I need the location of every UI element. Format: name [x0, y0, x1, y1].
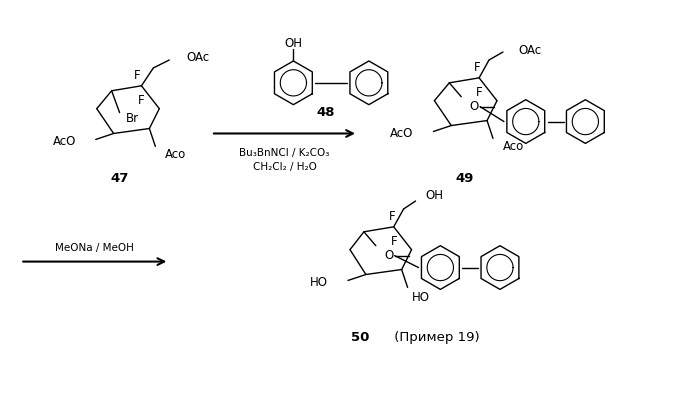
Text: (Пример 19): (Пример 19)	[390, 330, 480, 343]
Text: OH: OH	[426, 189, 443, 202]
Text: F: F	[390, 235, 397, 248]
Text: CH₂Cl₂ / H₂O: CH₂Cl₂ / H₂O	[252, 162, 317, 172]
Text: HO: HO	[310, 276, 328, 289]
Text: F: F	[138, 94, 145, 107]
Text: O: O	[470, 100, 479, 113]
Text: F: F	[134, 69, 140, 82]
Text: MeONa / MeOH: MeONa / MeOH	[55, 243, 134, 252]
Text: 50: 50	[352, 330, 370, 343]
Text: 48: 48	[317, 106, 336, 119]
Text: OAc: OAc	[186, 51, 209, 65]
Text: AcO: AcO	[52, 135, 76, 148]
Text: OH: OH	[284, 37, 303, 50]
Text: Br: Br	[126, 112, 138, 125]
Text: F: F	[476, 86, 482, 99]
Text: HO: HO	[412, 291, 430, 304]
Text: Bu₃BnNCl / K₂CO₃: Bu₃BnNCl / K₂CO₃	[239, 148, 330, 158]
Text: OAc: OAc	[519, 44, 542, 57]
Text: F: F	[389, 210, 395, 223]
Text: AcO: AcO	[390, 127, 414, 140]
Text: 49: 49	[455, 172, 473, 185]
Text: Aco: Aco	[165, 148, 187, 161]
Text: F: F	[474, 61, 480, 74]
Text: 47: 47	[110, 172, 129, 185]
Text: Aco: Aco	[503, 140, 524, 153]
Text: O: O	[384, 249, 394, 262]
